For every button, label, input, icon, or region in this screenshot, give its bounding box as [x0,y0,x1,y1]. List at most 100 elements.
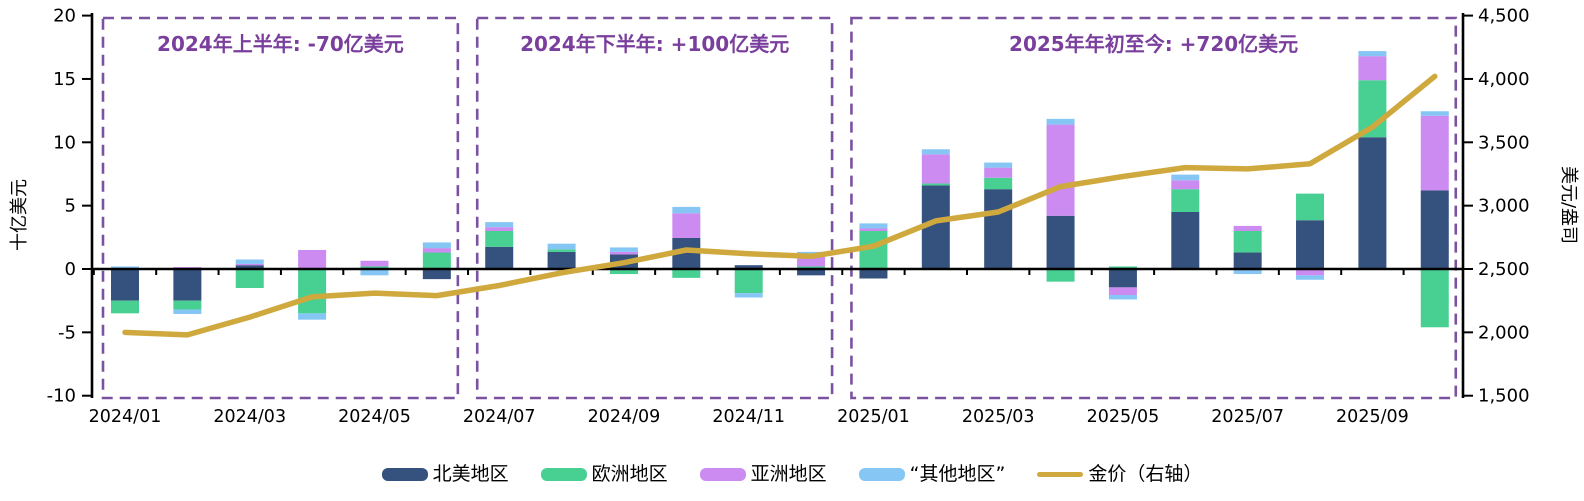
asia-swatch-icon [699,467,746,481]
bar-segment [1296,193,1325,221]
bar-segment [921,183,950,186]
bar-segment [485,222,514,228]
period-box [850,16,1458,400]
bar-segment [235,263,264,266]
bar-segment [984,189,1013,269]
period-box [101,16,460,400]
bar-segment [734,269,763,294]
right-axis-tick-label: 3,000 [1478,196,1530,217]
bar-segment [1420,111,1449,116]
bar-segment [547,243,576,250]
bar-segment [1046,118,1075,125]
bar-segment [859,269,888,279]
legend: 北美地区 欧洲地区 亚洲地区 “其他地区” 金价（右轴） [0,461,1584,487]
bar-segment [734,265,763,269]
legend-label-north-america: 北美地区 [432,463,509,485]
legend-item-asia: 亚洲地区 [699,461,827,487]
bar-segment [921,154,950,184]
x-axis-label: 2025/09 [1336,407,1409,427]
bar-segment [1171,211,1200,269]
bar-segment [1046,124,1075,216]
bar-segment [1358,137,1387,269]
bar-segment [672,269,701,278]
bar-segment [485,227,514,231]
bar-segment [485,246,514,269]
bar-segment [422,252,451,269]
bar-segment [485,230,514,247]
bar-segment [984,167,1013,178]
bar-segment [1233,252,1262,269]
right-axis-tick-label: 2,500 [1478,259,1530,280]
europe-swatch-icon [540,467,587,481]
right-axis-tick-label: 1,500 [1478,386,1530,407]
bar-segment [1171,174,1200,181]
bar-segment [422,242,451,249]
left-axis-tick-label: -5 [58,322,76,343]
bar-segment [921,149,950,155]
bar-segment [1358,51,1387,57]
x-axis-label: 2024/09 [588,407,661,427]
right-axis-title: 美元/盎司 [1558,166,1579,244]
bar-segment [1233,225,1262,231]
x-axis-label: 2025/01 [837,407,910,427]
period-annotation: 2025年年初至今: +720亿美元 [1009,32,1298,56]
left-axis-tick-label: -10 [47,386,76,407]
bar-segment [173,300,202,310]
bar-segment [797,269,826,276]
bar-segment [672,213,701,238]
right-axis-tick-label: 4,000 [1478,69,1530,90]
x-axis-label: 2024/07 [463,407,536,427]
bar-segment [734,293,763,298]
gold-price-line [122,73,1438,338]
x-axis-label: 2025/05 [1087,407,1160,427]
legend-label-gold-price: 金价（右轴） [1088,463,1203,485]
legend-label-asia: 亚洲地区 [750,463,827,485]
legend-item-europe: 欧洲地区 [540,461,668,487]
bar-segment [235,259,264,264]
bar-segment [1171,180,1200,190]
bar-segment [1420,115,1449,191]
period-annotation: 2024年上半年: -70亿美元 [157,32,404,56]
x-axis-label: 2024/01 [89,407,162,427]
bar-segment [298,269,327,314]
bar-segment [111,269,139,301]
bar-segment [984,162,1013,168]
bar-segment [360,260,389,267]
left-axis-title: 十亿美元 [9,179,30,251]
bar-segment [609,247,638,252]
bar-segment [547,251,576,269]
bar-segment [1420,190,1449,269]
bar-segment [173,309,202,314]
bar-segment [609,251,638,255]
right-axis-tick-label: 2,000 [1478,322,1530,343]
bar-segment [173,269,202,301]
legend-item-gold-price: 金价（右轴） [1037,461,1202,487]
bar-segment [111,300,139,314]
period-annotation: 2024年下半年: +100亿美元 [520,32,789,56]
legend-item-other-regions: “其他地区” [858,461,1005,487]
x-axis-label: 2025/07 [1211,407,1284,427]
bar-segment [235,265,264,269]
left-axis-tick-label: 20 [53,6,76,27]
bar-segment [797,256,826,267]
bar-segment [1358,56,1387,81]
legend-item-north-america: 北美地区 [381,461,509,487]
bar-segment [1046,215,1075,269]
x-axis-label: 2024/03 [213,407,286,427]
bar-segment [298,313,327,320]
left-axis-tick-label: 10 [53,132,76,153]
bar-segment [422,269,451,280]
stacked-bars [111,51,1449,328]
right-axis-tick-label: 4,500 [1478,6,1530,27]
bar-segment [1108,294,1137,300]
other-regions-swatch-icon [858,467,905,481]
bar-segment [360,269,389,276]
bar-segment [1046,269,1075,282]
bar-segment [1108,287,1137,295]
left-axis-tick-label: 15 [53,69,76,90]
bar-segment [1171,189,1200,212]
bar-segment [1420,269,1449,328]
legend-label-europe: 欧洲地区 [591,463,668,485]
bar-segment [1233,230,1262,253]
